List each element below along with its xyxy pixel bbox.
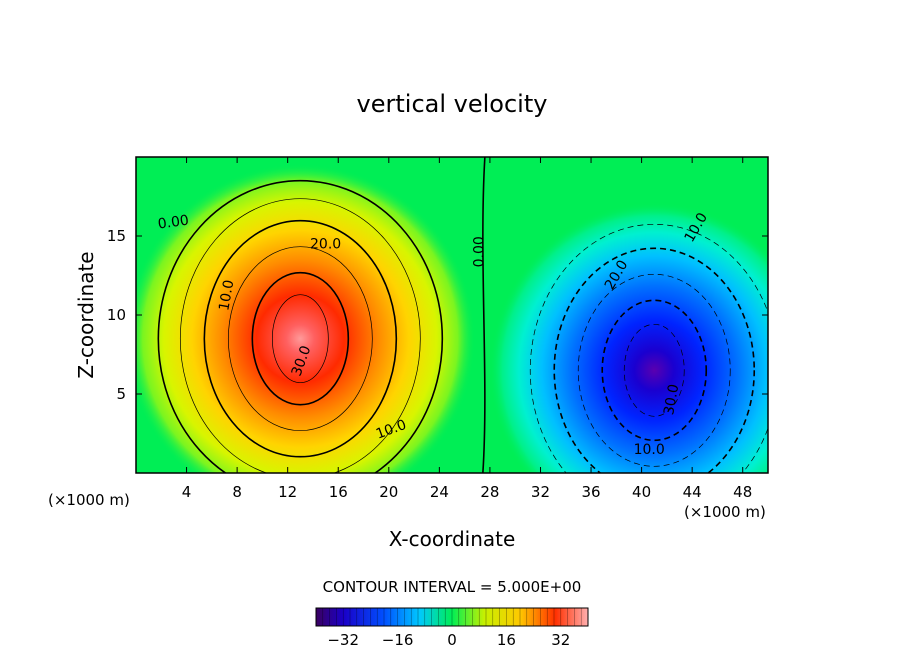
contour-label: 0.00 bbox=[157, 212, 190, 232]
contour-line-positive bbox=[271, 294, 329, 384]
contour-line-negative bbox=[553, 247, 756, 473]
x-tick-label: 12 bbox=[278, 483, 297, 501]
colorbar: −32 −16 0 16 32 bbox=[315, 607, 589, 649]
x-tick-label: 44 bbox=[683, 483, 702, 501]
updraft-cell bbox=[136, 163, 476, 473]
x-tick-label: 40 bbox=[632, 483, 651, 501]
contour-line-positive bbox=[180, 198, 421, 473]
contour-line-negative bbox=[601, 299, 708, 442]
contour-interval-note: CONTOUR INTERVAL = 5.000E+00 bbox=[323, 578, 582, 596]
x-tick-label: 28 bbox=[480, 483, 499, 501]
contour-line-positive bbox=[157, 179, 444, 473]
contour-label: 10.0 bbox=[634, 442, 665, 458]
contour-line-negative bbox=[529, 223, 768, 473]
colorbar-tick-label: 32 bbox=[551, 631, 570, 649]
contour-label: 20.0 bbox=[310, 237, 341, 253]
y-axis-label: Z-coordinate bbox=[74, 251, 98, 378]
contour-label: 0.00 bbox=[472, 236, 488, 267]
contour-line-positive bbox=[203, 219, 398, 458]
zero-contour-line bbox=[482, 157, 486, 473]
x-tick-label: 36 bbox=[581, 483, 600, 501]
y-tick-label: 5 bbox=[116, 385, 126, 403]
contour-label: 10.0 bbox=[216, 279, 237, 312]
x-tick-label: 16 bbox=[329, 483, 348, 501]
contour-line-positive bbox=[227, 246, 373, 432]
contour-line-positive bbox=[251, 271, 350, 406]
x-tick-label: 24 bbox=[430, 483, 449, 501]
colorbar-tick-label: −32 bbox=[327, 631, 359, 649]
x-axis-label: X-coordinate bbox=[389, 527, 516, 551]
x-tick-label: 48 bbox=[733, 483, 752, 501]
x-tick-label: 32 bbox=[531, 483, 550, 501]
x-tick-label: 4 bbox=[182, 483, 192, 501]
y-tick-label: 15 bbox=[107, 227, 126, 245]
x-unit-left: (×1000 m) bbox=[48, 491, 130, 509]
contour-line-negative bbox=[623, 323, 685, 417]
x-tick-label: 20 bbox=[379, 483, 398, 501]
y-axis: 5 10 15 bbox=[107, 227, 768, 403]
contour-label: 30.0 bbox=[661, 383, 682, 416]
x-tick-label: 8 bbox=[232, 483, 242, 501]
x-unit-right: (×1000 m) bbox=[684, 503, 766, 521]
colorbar-tick-label: −16 bbox=[382, 631, 414, 649]
colorbar-tick-label: 0 bbox=[447, 631, 457, 649]
contour-line-negative bbox=[577, 273, 731, 467]
y-tick-label: 10 bbox=[107, 306, 126, 324]
chart-title: vertical velocity bbox=[357, 90, 548, 118]
x-axis: 4 8 12 16 20 24 28 32 36 40 44 48 bbox=[182, 157, 752, 501]
colorbar-tick-label: 16 bbox=[497, 631, 516, 649]
